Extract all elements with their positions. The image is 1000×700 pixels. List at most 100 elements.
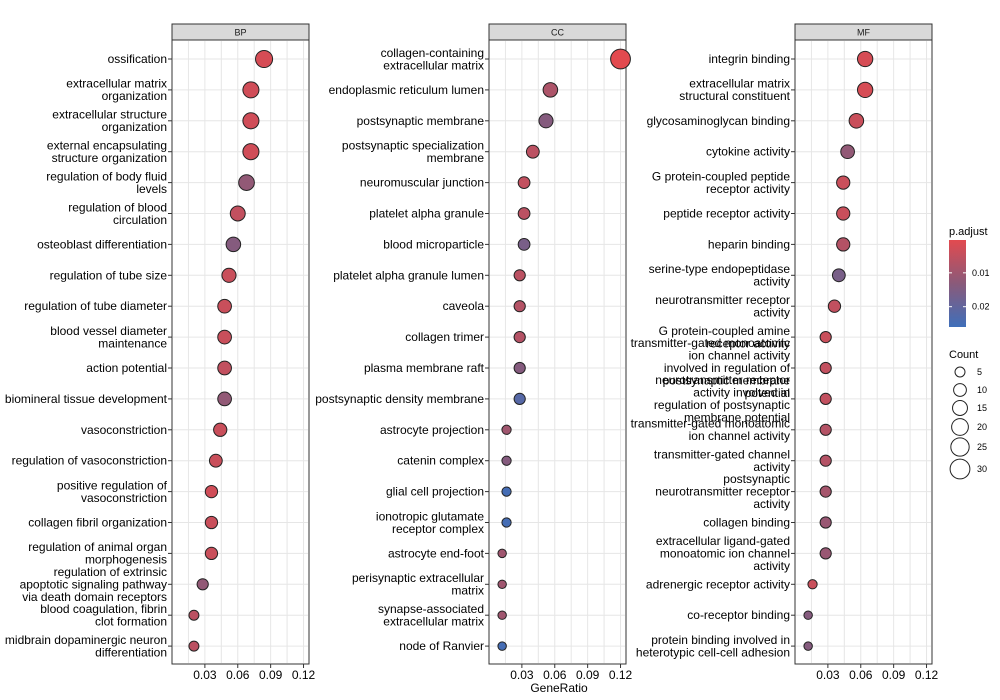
data-point bbox=[204, 484, 219, 499]
y-tick-label: extracellular structure organization bbox=[52, 108, 167, 135]
data-point bbox=[242, 143, 260, 161]
data-point bbox=[538, 113, 554, 129]
color-legend-bar bbox=[949, 240, 966, 327]
y-tick-label: co-receptor binding bbox=[687, 608, 790, 622]
color-legend: p.adjust 0.01 0.02 bbox=[949, 226, 990, 327]
x-tick-label: 0.03 bbox=[193, 668, 217, 682]
y-tick-label: collagen fibril organization bbox=[28, 516, 167, 530]
data-point bbox=[513, 269, 526, 282]
panel-area bbox=[171, 39, 310, 665]
y-tick-label: catenin complex bbox=[397, 454, 484, 468]
data-point bbox=[513, 392, 526, 406]
size-legend-key bbox=[949, 458, 971, 480]
data-point bbox=[497, 579, 507, 590]
y-tick-label: ossification bbox=[108, 52, 167, 66]
y-tick-label: regulation of vasoconstriction bbox=[12, 454, 167, 468]
color-legend-tick-label: 0.01 bbox=[972, 268, 990, 278]
data-point bbox=[848, 113, 865, 129]
y-tick-label: external encapsulating structure organiza… bbox=[47, 138, 167, 165]
x-tick-label: 0.09 bbox=[576, 668, 600, 682]
data-point bbox=[242, 112, 260, 130]
y-tick-label: regulation of animal organ morphogenesis bbox=[28, 540, 167, 567]
data-point bbox=[513, 361, 526, 375]
y-tick-label: glial cell projection bbox=[386, 485, 484, 499]
size-legend-key bbox=[951, 418, 969, 436]
size-legend-key bbox=[953, 383, 967, 397]
data-point bbox=[517, 207, 531, 220]
data-point bbox=[819, 423, 832, 436]
y-tick-label: protein binding involved in heterotypic c… bbox=[636, 633, 790, 660]
size-legend-label: 25 bbox=[977, 442, 987, 452]
size-legend-label: 20 bbox=[977, 422, 987, 432]
y-tick-label: glycosaminoglycan binding bbox=[647, 114, 790, 128]
y-tick-label: peptide receptor activity bbox=[663, 207, 790, 221]
panel-mf: MF integrin binding extracellular matrix st… bbox=[631, 23, 939, 682]
y-tick-label: collagen trimer bbox=[405, 330, 484, 344]
y-tick-label: ionotropic glutamate receptor complex bbox=[376, 509, 484, 536]
x-tick-label: 0.09 bbox=[882, 668, 906, 682]
data-point bbox=[803, 641, 813, 651]
y-tick-label: astrocyte end-foot bbox=[388, 546, 485, 560]
data-point bbox=[196, 578, 209, 591]
size-legend-label: 30 bbox=[977, 464, 987, 474]
data-point bbox=[836, 206, 851, 221]
size-legend-label: 5 bbox=[977, 367, 982, 377]
panel-cc: CC collagen-containing extracellular matri… bbox=[315, 23, 633, 682]
y-tick-label: postsynaptic neurotransmitter receptor act… bbox=[655, 472, 790, 511]
y-tick-label: node of Ranvier bbox=[399, 639, 484, 653]
data-point bbox=[856, 81, 874, 99]
data-point bbox=[819, 516, 832, 529]
y-tick-label: regulation of body fluid levels bbox=[46, 169, 167, 196]
y-tick-label: extracellular ligand-gated monoatomic ion… bbox=[656, 534, 790, 573]
y-tick-label: collagen binding bbox=[703, 516, 790, 530]
y-tick-label: astrocyte projection bbox=[380, 423, 484, 437]
color-legend-tick-label: 0.02 bbox=[972, 302, 990, 312]
data-point bbox=[517, 238, 531, 251]
y-tick-label: regulation of tube size bbox=[50, 268, 168, 282]
x-tick-label: 0.12 bbox=[292, 668, 316, 682]
data-point bbox=[238, 174, 255, 191]
y-tick-label: transmitter-gated monoatomic ion channel … bbox=[631, 417, 790, 444]
data-point bbox=[217, 329, 232, 345]
x-tick-label: 0.03 bbox=[816, 668, 840, 682]
y-tick-label: perisynaptic extracellular matrix bbox=[352, 571, 484, 598]
panel-strip-label: CC bbox=[551, 28, 564, 38]
x-tick-label: 0.06 bbox=[849, 668, 873, 682]
y-tick-label: blood vessel diameter maintenance bbox=[50, 324, 167, 351]
y-tick-label: regulation of blood circulation bbox=[68, 200, 167, 227]
y-tick-label: neurotransmitter receptor activity involv… bbox=[654, 373, 790, 425]
y-tick-label: blood coagulation, fibrin clot formation bbox=[40, 602, 167, 629]
data-point bbox=[204, 515, 219, 530]
y-tick-label: blood microparticle bbox=[383, 237, 484, 251]
y-tick-label: G protein-coupled amine receptor activity bbox=[659, 324, 791, 351]
data-point bbox=[204, 546, 219, 561]
y-tick-label: neurotransmitter receptor activity bbox=[655, 293, 790, 320]
data-point bbox=[831, 268, 846, 283]
x-tick-label: 0.12 bbox=[609, 668, 633, 682]
data-point bbox=[819, 547, 832, 560]
data-point bbox=[188, 640, 200, 652]
data-point bbox=[827, 299, 842, 313]
y-tick-label: heparin binding bbox=[708, 237, 790, 251]
y-tick-label: G protein-coupled peptide receptor activi… bbox=[652, 169, 790, 196]
y-tick-label: adrenergic receptor activity bbox=[646, 577, 790, 591]
size-legend-title: Count bbox=[949, 349, 978, 361]
y-tick-label: postsynaptic density membrane bbox=[315, 392, 484, 406]
y-tick-label: transmitter-gated channel activity bbox=[654, 447, 790, 474]
data-point bbox=[807, 579, 818, 590]
panel-area bbox=[488, 39, 627, 665]
size-legend-key bbox=[950, 437, 970, 457]
y-tick-label: synapse-associated extracellular matrix bbox=[378, 602, 484, 629]
data-point bbox=[255, 49, 274, 69]
data-point bbox=[217, 391, 232, 407]
data-point bbox=[819, 361, 832, 375]
data-point bbox=[856, 50, 874, 68]
data-point bbox=[221, 267, 237, 283]
data-point bbox=[501, 486, 512, 497]
data-point bbox=[213, 422, 228, 437]
x-axis-title: GeneRatio bbox=[530, 681, 588, 695]
y-tick-label: neuromuscular junction bbox=[360, 176, 484, 190]
data-point bbox=[501, 455, 512, 466]
panel-strip-label: MF bbox=[857, 28, 870, 38]
